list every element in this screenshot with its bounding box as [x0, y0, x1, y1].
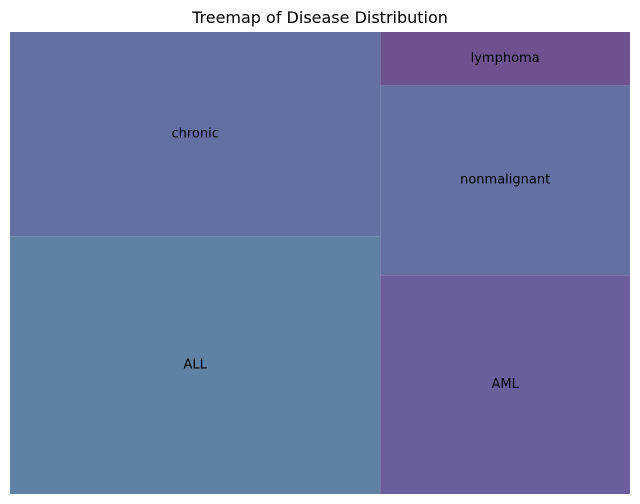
- tile-label-aml: AML: [491, 377, 519, 392]
- tile-label-nonmalignant: nonmalignant: [460, 173, 550, 188]
- tile-aml: [380, 275, 630, 494]
- tile-chronic: [10, 32, 381, 237]
- chart-title: Treemap of Disease Distribution: [192, 8, 448, 27]
- tile-nonmalignant: [380, 85, 630, 276]
- tile-all: [10, 236, 381, 494]
- tile-label-all: ALL: [183, 358, 207, 373]
- tile-label-chronic: chronic: [171, 127, 218, 142]
- tile-label-lymphoma: lymphoma: [471, 51, 540, 66]
- tile-lymphoma: [380, 32, 630, 86]
